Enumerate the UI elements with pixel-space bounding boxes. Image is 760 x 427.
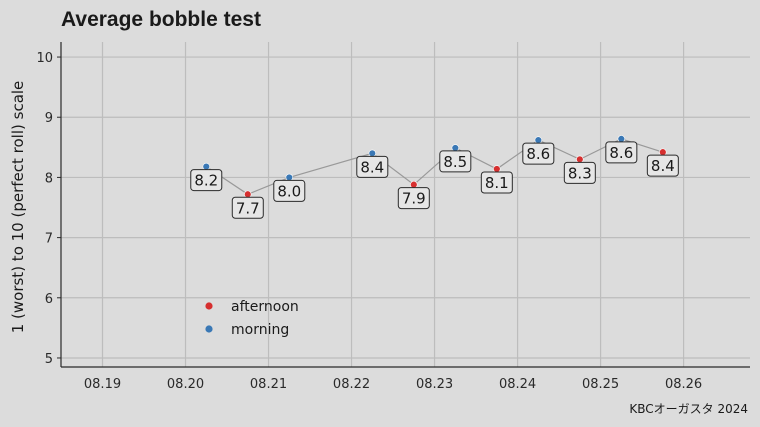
y-tick-label: 9: [45, 111, 53, 126]
legend-marker-afternoon: [205, 302, 213, 310]
data-point-morning: [534, 136, 543, 144]
data-point-afternoon: [493, 165, 501, 173]
y-tick-label: 5: [45, 352, 53, 367]
data-label-box: [646, 154, 679, 177]
data-point-afternoon: [410, 180, 418, 189]
x-tick-label: 08.26: [665, 377, 702, 392]
data-label: 8.5: [443, 153, 467, 171]
data-point-morning: [617, 135, 626, 143]
caption: KBCオーガスタ 2024: [629, 402, 748, 416]
data-point-morning: [202, 162, 210, 171]
data-label: 8.4: [651, 157, 675, 175]
data-label-box: [397, 187, 430, 210]
data-label-box: [356, 155, 389, 178]
chart-title: Average bobble test: [61, 8, 261, 31]
y-tick-label: 6: [45, 292, 53, 307]
data-label-box: [190, 169, 223, 192]
axes: 08.19 08.20 08.21 08.22 08.23 08.24 08.25 08.26…: [36, 42, 750, 392]
data-point-morning: [285, 173, 293, 182]
data-label: 7.9: [402, 190, 426, 208]
data-label: 8.3: [568, 164, 592, 182]
x-tick-label: 08.19: [84, 377, 121, 392]
data-label-box: [231, 196, 264, 219]
y-axis-label: 1 (worst) to 10 (perfect roll) scale: [9, 81, 27, 334]
grid: [61, 42, 750, 367]
data-label-box: [563, 161, 596, 184]
data-labels: 8.2 7.7 8.0 8.4 7.9 8.5 8.1 8.6 8.3 8.6 8.4: [190, 141, 679, 219]
data-label: 8.0: [277, 182, 301, 200]
y-tick-label: 8: [45, 171, 53, 186]
data-label: 8.2: [194, 172, 218, 190]
data-point-afternoon: [659, 148, 667, 156]
legend: afternoon morning: [205, 299, 299, 338]
data-label-box: [439, 150, 472, 173]
data-point-morning: [368, 149, 376, 158]
x-tick-label: 08.25: [582, 377, 619, 392]
legend-label-afternoon: afternoon: [231, 299, 299, 315]
data-label: 8.6: [609, 144, 633, 162]
data-label: 8.6: [526, 145, 550, 163]
data-point-afternoon: [576, 155, 584, 164]
data-point-morning: [451, 144, 460, 152]
data-label-box: [480, 171, 513, 194]
x-tick-label: 08.23: [416, 377, 453, 392]
legend-label-morning: morning: [231, 322, 289, 338]
x-tick-label: 08.24: [499, 377, 536, 392]
data-label: 8.1: [485, 174, 509, 192]
y-tick-label: 10: [36, 51, 53, 66]
data-label-box: [605, 141, 638, 164]
data-label-box: [522, 142, 555, 165]
x-tick-label: 08.22: [333, 377, 370, 392]
x-tick-label: 08.20: [167, 377, 204, 392]
data-label: 8.4: [360, 158, 384, 176]
x-tick-label: 08.21: [250, 377, 287, 392]
y-tick-label: 7: [45, 232, 53, 247]
data-point-afternoon: [244, 190, 252, 198]
legend-marker-morning: [205, 325, 213, 333]
data-label-box: [273, 179, 306, 202]
data-label: 7.7: [236, 199, 260, 217]
